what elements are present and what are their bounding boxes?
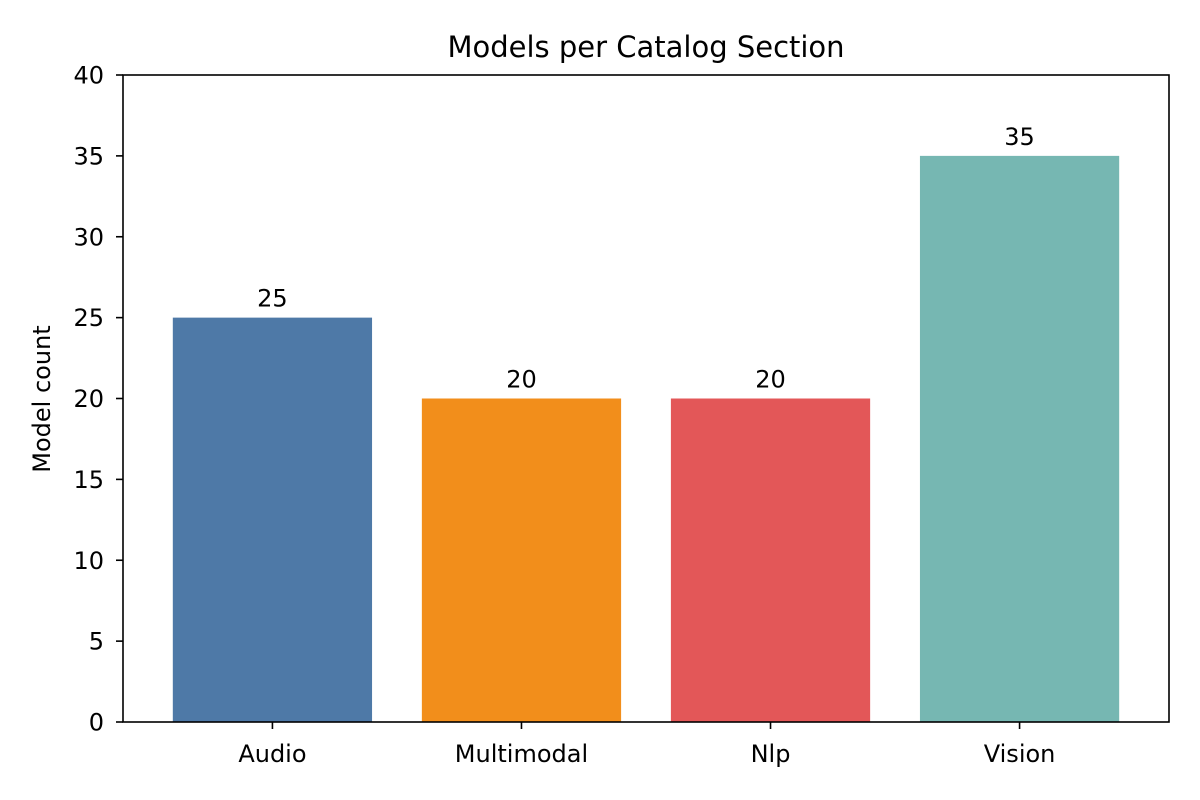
- bar-vision: [919, 155, 1120, 723]
- plot-frame: [122, 74, 1170, 723]
- y-tick-label: 20: [73, 385, 104, 413]
- data-label-multimodal: 20: [506, 366, 537, 394]
- data-label-nlp: 20: [755, 366, 786, 394]
- y-tick-label: 40: [73, 62, 104, 90]
- x-tick-label-multimodal: Multimodal: [455, 740, 588, 768]
- y-tick-label: 0: [89, 709, 104, 737]
- y-tick-label: 25: [73, 304, 104, 332]
- chart-title: Models per Catalog Section: [447, 30, 844, 64]
- y-tick-label: 5: [89, 628, 104, 656]
- y-axis-label: Model count: [28, 325, 56, 472]
- y-tick-label: 30: [73, 223, 104, 251]
- data-label-vision: 35: [1004, 123, 1035, 151]
- x-tick-label-audio: Audio: [238, 740, 306, 768]
- x-tick-label-vision: Vision: [984, 740, 1056, 768]
- bar-multimodal: [421, 398, 622, 722]
- data-label-audio: 25: [257, 285, 288, 313]
- y-tick-label: 10: [73, 547, 104, 575]
- y-tick-label: 15: [73, 466, 104, 494]
- y-tick-label: 35: [73, 142, 104, 170]
- x-tick-label-nlp: Nlp: [751, 740, 791, 768]
- plot-area: 25 Audio 20 Multimodal 20 Nlp 35 Vision 0 5 10 15 20…: [73, 62, 1170, 768]
- bar-audio: [172, 317, 373, 723]
- bar-nlp: [670, 398, 871, 722]
